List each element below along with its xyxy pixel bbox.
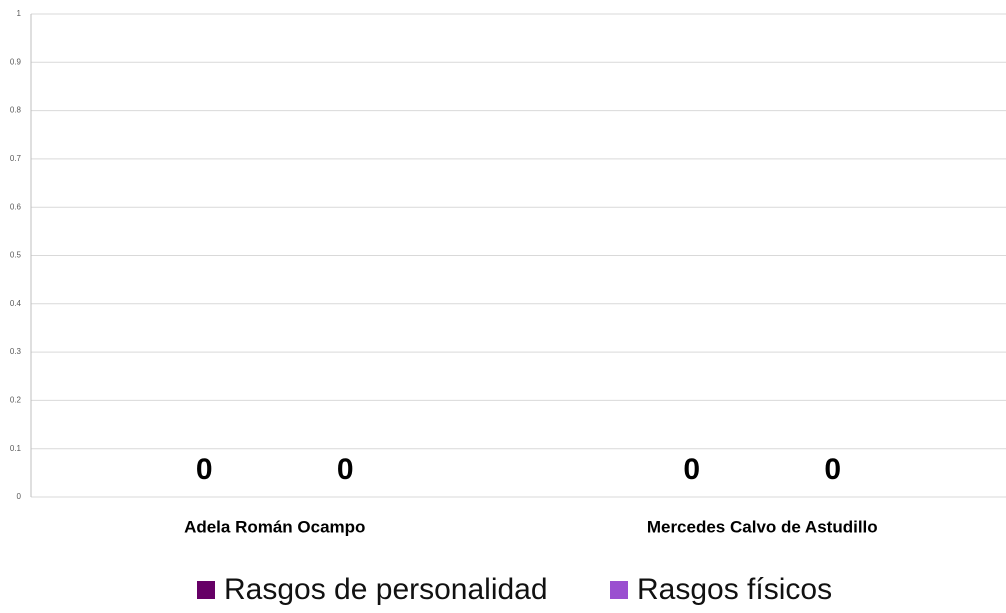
legend-swatch [610,581,628,599]
y-tick-label: 0.3 [10,347,22,356]
legend-swatch [197,581,215,599]
y-tick-label: 0.8 [10,106,22,115]
y-tick-label: 0.9 [10,57,22,66]
data-label: 0 [337,453,354,486]
data-label: 0 [196,453,213,486]
y-tick-label: 0.2 [10,396,22,405]
y-tick-label: 1 [17,9,22,18]
x-tick-label: Mercedes Calvo de Astudillo [647,517,878,536]
data-label: 0 [824,453,841,486]
y-tick-label: 0.5 [10,251,22,260]
y-tick-label: 0.7 [10,154,22,163]
y-tick-label: 0.1 [10,444,22,453]
y-tick-label: 0 [17,492,22,501]
y-tick-label: 0.4 [10,299,22,308]
legend-label: Rasgos de personalidad [224,573,548,606]
legend-label: Rasgos físicos [637,573,832,606]
data-label: 0 [683,453,700,486]
y-tick-label: 0.6 [10,202,22,211]
x-tick-label: Adela Román Ocampo [184,517,365,536]
